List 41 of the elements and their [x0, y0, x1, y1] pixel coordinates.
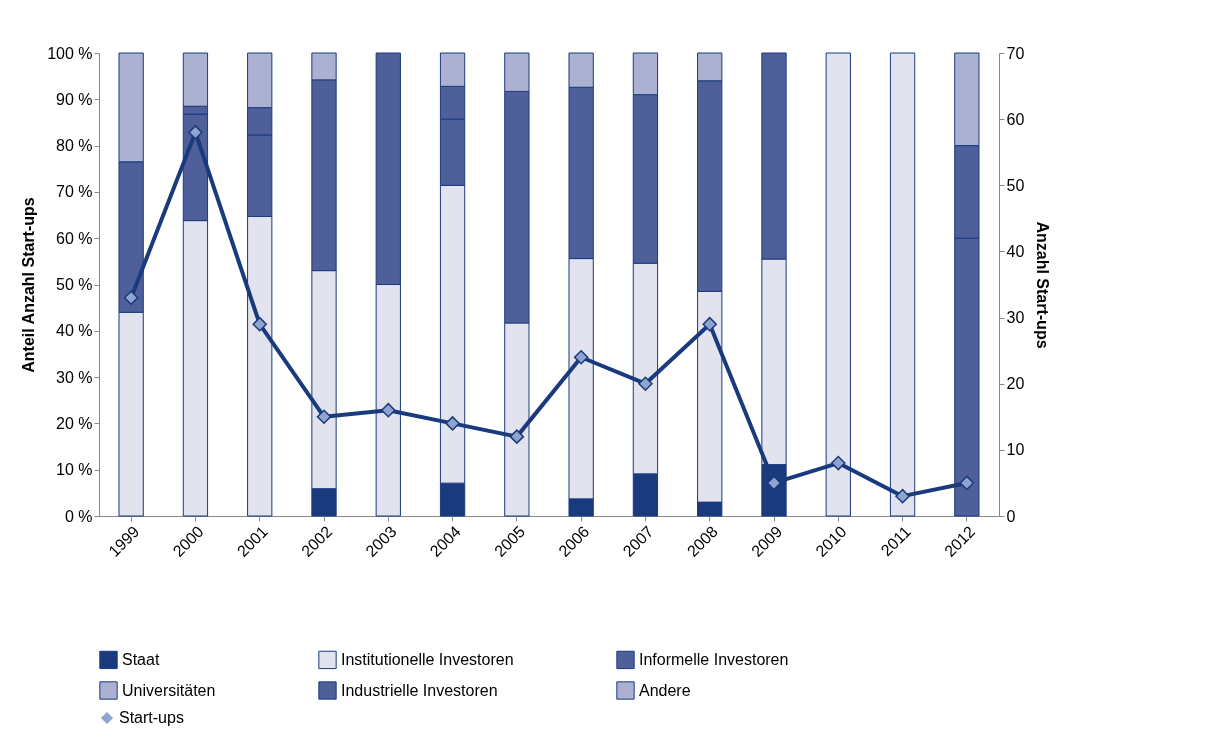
y2-tick-label: 30: [1006, 309, 1025, 327]
y2-tick-label: 70: [1006, 44, 1025, 62]
y-tick-label: 20 %: [56, 414, 93, 432]
point: [316, 409, 332, 425]
y-tick-label: 100 %: [47, 44, 93, 62]
point: [123, 290, 139, 305]
y2-axis-title: Anzahl Start-ups: [1034, 221, 1052, 349]
y2-tick-label: 20: [1006, 375, 1025, 393]
legend-label: Universitäten: [122, 681, 216, 699]
y-tick-label: 0 %: [64, 507, 93, 525]
point: [509, 429, 525, 444]
legend-label: Institutionelle Investoren: [341, 650, 514, 668]
point: [381, 402, 396, 418]
y-tick-label: 30 %: [56, 368, 93, 386]
legend-label: Industrielle Investoren: [341, 681, 498, 699]
legend-label: Informelle Investoren: [639, 650, 789, 668]
y2-tick-label: 0: [1006, 507, 1016, 525]
point: [831, 455, 846, 471]
point: [638, 376, 653, 391]
y-tick-label: 10 %: [56, 461, 93, 479]
point: [445, 416, 460, 431]
y2-tick-label: 60: [1006, 110, 1025, 128]
y-tick-label: 90 %: [56, 90, 93, 108]
point: [573, 349, 589, 365]
point: [252, 316, 267, 332]
y-tick-label: 50 %: [56, 276, 93, 293]
legend-label: Start-ups: [119, 709, 184, 726]
y-tick-label: 60 %: [56, 229, 93, 247]
point: [959, 475, 975, 491]
point: [702, 316, 717, 332]
y2-tick-label: 50: [1006, 176, 1025, 194]
y2-tick-label: 40: [1006, 242, 1025, 260]
y-axis-title: Anteil Anzahl Start-ups: [20, 197, 38, 373]
legend-label: Andere: [639, 681, 691, 699]
point: [188, 125, 203, 140]
y2-tick-label: 10: [1006, 441, 1025, 459]
y-tick-label: 40 %: [56, 322, 93, 340]
legend-label: Staat: [122, 650, 160, 668]
y-tick-label: 80 %: [56, 137, 93, 155]
point: [895, 488, 910, 504]
y-tick-label: 70 %: [56, 183, 93, 201]
